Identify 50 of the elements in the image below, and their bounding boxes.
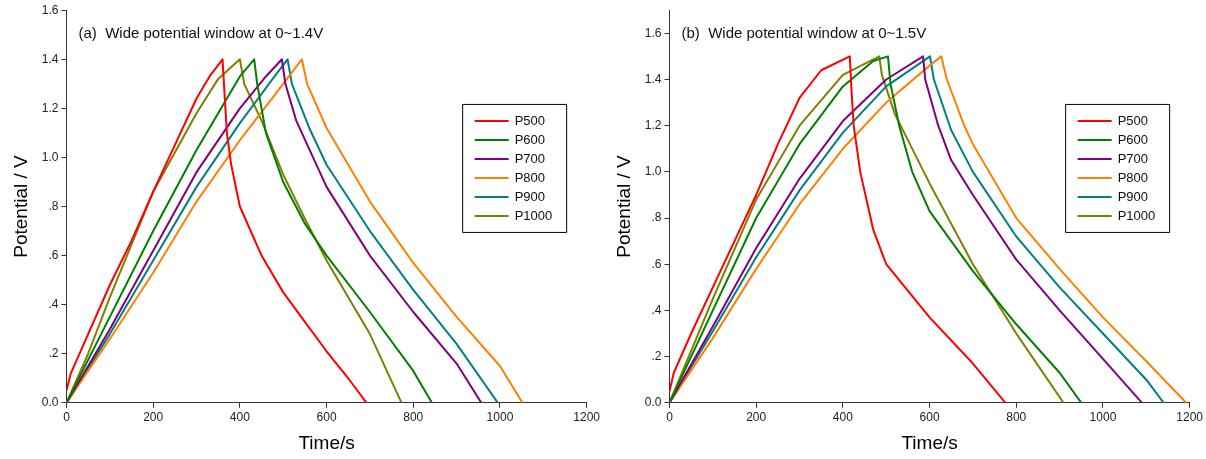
legend-label: P700 xyxy=(514,150,546,166)
x-axis-title: Time/s xyxy=(901,431,958,453)
y-tick-label: 1.0 xyxy=(41,149,59,164)
legend-label: P500 xyxy=(1117,112,1149,128)
x-tick-label: 600 xyxy=(316,410,337,425)
y-tick-label: 1.4 xyxy=(644,71,662,86)
y-tick-label: 1.0 xyxy=(644,164,662,179)
x-axis-title: Time/s xyxy=(298,431,355,453)
y-tick-label: 1.2 xyxy=(41,100,59,115)
x-tick-label: 1000 xyxy=(1089,410,1117,425)
legend-label: P900 xyxy=(1117,188,1149,204)
x-tick-label: 400 xyxy=(832,410,854,425)
y-tick-label: 1.2 xyxy=(644,117,662,132)
x-tick-label: 1200 xyxy=(573,410,601,425)
text: (b) Wide potential window at 0~1.5V xyxy=(681,23,927,41)
x-tick-label: 400 xyxy=(229,410,251,425)
x-tick-label: 1200 xyxy=(1176,410,1204,425)
x-tick-label: 0 xyxy=(666,410,674,425)
y-tick-label: .4 xyxy=(48,296,59,311)
legend-label: P900 xyxy=(514,188,546,204)
legend-label: P600 xyxy=(514,131,546,147)
text: (a) Wide potential window at 0~1.4V xyxy=(78,24,324,42)
y-tick-label: 1.6 xyxy=(41,2,59,17)
y-axis-title: Potential / V xyxy=(612,154,634,258)
y-tick-label: .2 xyxy=(48,346,59,361)
x-tick-label: 600 xyxy=(919,410,940,425)
y-tick-label: 1.4 xyxy=(41,51,59,66)
y-tick-label: .8 xyxy=(651,210,662,225)
y-tick-label: .2 xyxy=(651,348,662,363)
y-tick-label: .6 xyxy=(651,256,662,271)
y-tick-label: 1.6 xyxy=(644,25,662,40)
x-tick-label: 200 xyxy=(143,410,164,425)
y-axis-title: Potential / V xyxy=(9,154,31,258)
legend-label: P800 xyxy=(514,169,546,185)
legend-label: P800 xyxy=(1117,169,1149,185)
y-tick-label: .4 xyxy=(651,302,662,317)
y-tick-label: .6 xyxy=(48,247,59,262)
legend-label: P600 xyxy=(1117,131,1149,147)
x-tick-label: 1000 xyxy=(486,410,514,425)
legend-label: P1000 xyxy=(1117,207,1156,223)
y-tick-label: 0.0 xyxy=(644,395,662,410)
x-tick-label: 200 xyxy=(746,410,767,425)
x-tick-label: 0 xyxy=(63,410,71,425)
y-tick-label: .8 xyxy=(48,198,59,213)
legend-label: P1000 xyxy=(514,207,553,223)
x-tick-label: 800 xyxy=(403,410,424,425)
y-tick-label: 0.0 xyxy=(41,395,59,410)
x-tick-label: 800 xyxy=(1006,410,1027,425)
legend-label: P700 xyxy=(1117,150,1149,166)
legend-label: P500 xyxy=(514,112,546,128)
